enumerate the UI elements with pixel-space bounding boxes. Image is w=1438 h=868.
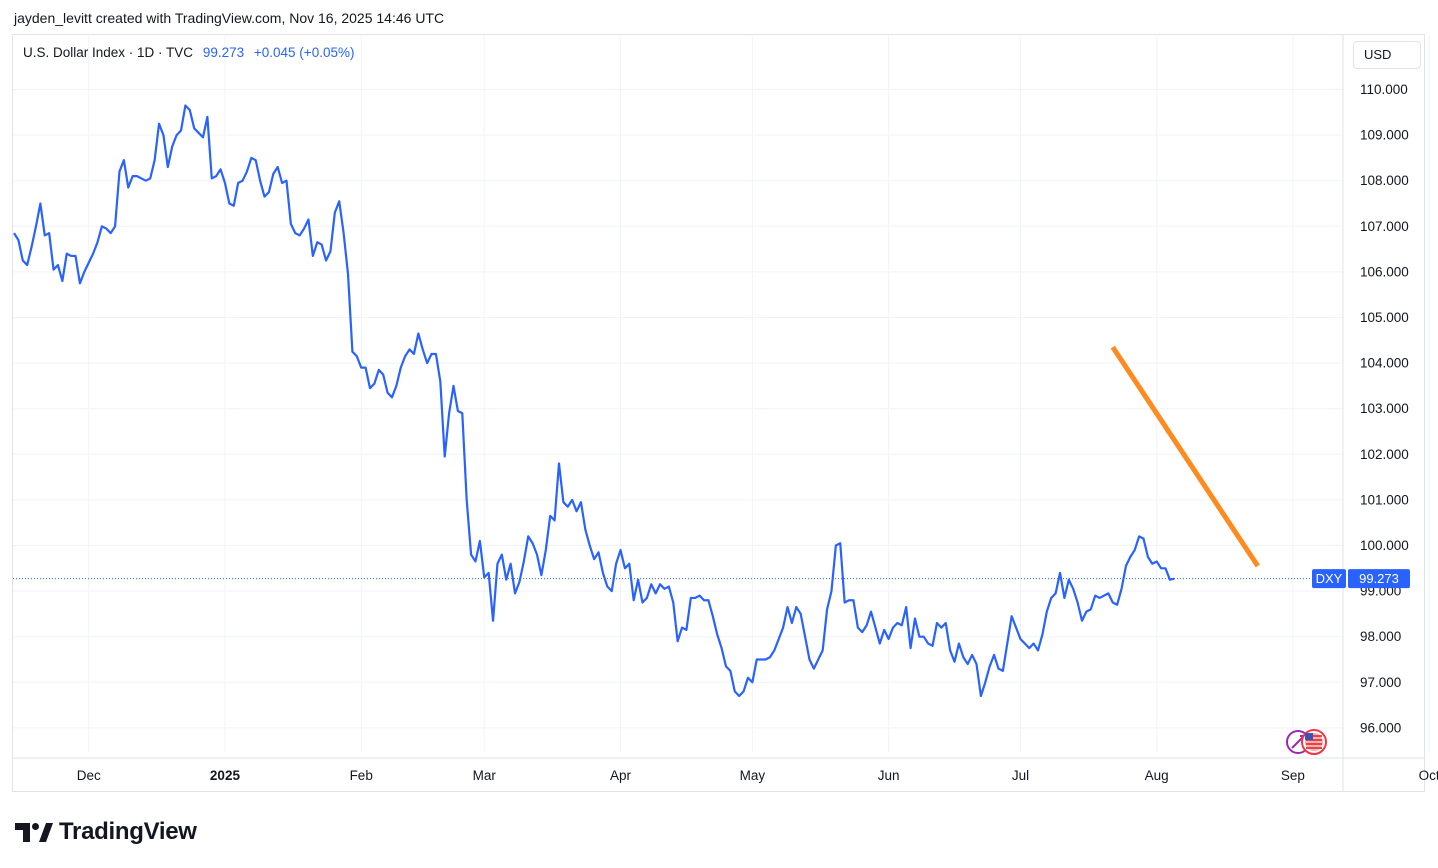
x-axis-ticks: Dec2025FebMarAprMayJunJulAugSepOctNov (77, 768, 1438, 783)
y-tick-label: 96.000 (1360, 720, 1401, 735)
x-tick-label: Feb (350, 768, 373, 783)
grid-lines (13, 35, 1430, 792)
y-tick-label: 107.000 (1360, 219, 1409, 234)
overlay-layer: DXY 99.273 (13, 345, 1410, 755)
symbol-label-text: DXY (1316, 571, 1343, 586)
y-tick-label: 109.000 (1360, 128, 1409, 143)
y-tick-label: 108.000 (1360, 173, 1409, 188)
x-tick-label: 2025 (210, 768, 241, 783)
legend-symbol: U.S. Dollar Index · 1D · TVC (23, 45, 194, 60)
y-tick-label: 102.000 (1360, 447, 1409, 462)
x-tick-label: Apr (610, 768, 632, 783)
y-tick-label: 101.000 (1360, 492, 1409, 507)
us-flag-canton (1305, 733, 1313, 740)
y-tick-label: 100.000 (1360, 538, 1409, 553)
tradingview-logo[interactable]: TradingView (15, 817, 197, 847)
y-tick-label: 98.000 (1360, 629, 1401, 644)
series-line-dxy (13, 104, 1175, 698)
us-flag-icon (1301, 729, 1327, 755)
last-price-label-text: 99.273 (1359, 571, 1399, 586)
x-tick-label: Jun (878, 768, 900, 783)
y-axis-ticks: 110.000 109.000 108.000 107.000 106.000 105.0… (1360, 82, 1409, 735)
y-tick-label: 97.000 (1360, 675, 1401, 690)
x-tick-label: Aug (1145, 768, 1169, 783)
y-tick-label: 110.000 (1360, 82, 1408, 97)
chart-attribution: jayden_levitt created with TradingView.c… (14, 10, 445, 26)
trendline-drawing (1110, 345, 1260, 568)
x-tick-label: Oct (1419, 768, 1438, 783)
legend-change: +0.045 (+0.05%) (253, 45, 355, 60)
last-price-label-box (1348, 569, 1410, 589)
legend-last-price: 99.273 (202, 45, 245, 60)
y-tick-label: 105.000 (1360, 310, 1409, 325)
chart-frame (12, 34, 1425, 792)
y-tick-label: 106.000 (1360, 264, 1409, 279)
x-tick-label: Mar (473, 768, 497, 783)
x-tick-label: May (740, 768, 766, 783)
y-tick-label: 104.000 (1360, 356, 1409, 371)
currency-button[interactable]: USD (1353, 41, 1421, 69)
x-tick-label: Jul (1012, 768, 1029, 783)
symbol-legend[interactable]: U.S. Dollar Index · 1D · TVC 99.273 +0.0… (23, 45, 354, 60)
symbol-label-box (1312, 569, 1346, 589)
x-tick-label: Dec (77, 768, 101, 783)
series-layer (13, 104, 1175, 698)
tradingview-logo-text: TradingView (59, 818, 197, 845)
tradingview-logo-icon (15, 823, 53, 842)
x-tick-label: Sep (1281, 768, 1305, 783)
y-tick-label: 103.000 (1360, 401, 1409, 416)
